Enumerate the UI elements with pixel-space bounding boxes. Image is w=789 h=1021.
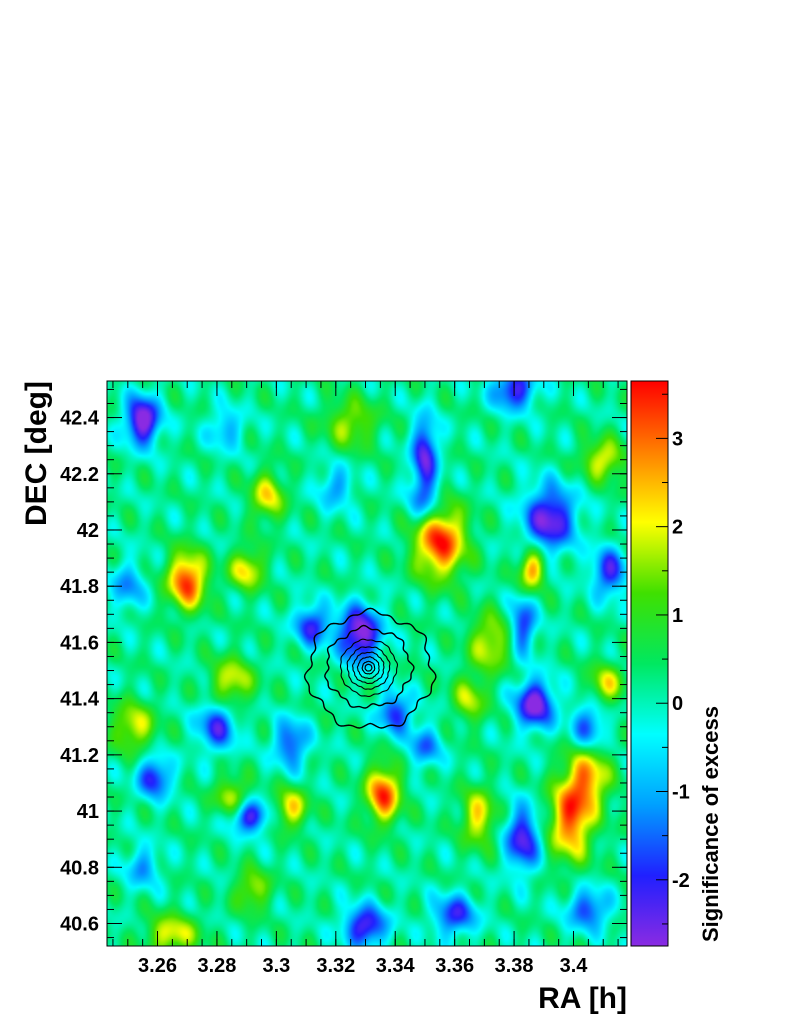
contour-level-7 xyxy=(361,660,376,675)
y-tick-label: 41.6 xyxy=(60,632,99,654)
contour-level-4 xyxy=(346,646,391,690)
colorbar-tick-label: -1 xyxy=(672,782,690,804)
x-tick-label: 3.32 xyxy=(316,955,355,977)
colorbar xyxy=(630,380,669,947)
x-tick-label: 3.28 xyxy=(197,955,236,977)
contour-level-8 xyxy=(364,663,373,672)
y-tick-label: 41 xyxy=(77,801,99,823)
y-tick-label: 41.4 xyxy=(60,689,100,711)
heatmap-image xyxy=(107,381,627,946)
y-tick-label: 40.6 xyxy=(60,914,99,936)
y-tick-label: 41.2 xyxy=(60,745,99,767)
x-tick-label: 3.4 xyxy=(560,955,589,977)
y-axis: 40.6 40.8 41 41.2 41.4 41.6 41.8 42 42.2 42.4 xyxy=(60,388,627,939)
x-tick-label: 3.36 xyxy=(435,955,474,977)
y-tick-label: 42.2 xyxy=(60,464,99,486)
contour-level-5 xyxy=(352,651,385,685)
colorbar-tick-label: 3 xyxy=(672,428,683,450)
contour-level-3 xyxy=(339,638,399,697)
x-tick-label: 3.26 xyxy=(138,955,177,977)
y-tick-label: 40.8 xyxy=(60,857,99,879)
y-tick-label: 41.8 xyxy=(60,576,99,598)
y-tick-label: 42.4 xyxy=(60,408,100,430)
colorbar-axis: -2 -1 0 1 2 3 xyxy=(656,393,690,925)
x-tick-label: 3.3 xyxy=(262,955,290,977)
colorbar-tick-label: 0 xyxy=(672,693,683,715)
contour-level-6 xyxy=(356,656,380,680)
contour-lines xyxy=(303,607,437,729)
colorbar-tick-label: 2 xyxy=(672,517,683,539)
contour-level-2 xyxy=(324,624,415,709)
y-axis-title: DEC [deg] xyxy=(20,381,53,526)
colorbar-title: Significance of excess xyxy=(698,706,723,942)
y-tick-label: 42 xyxy=(77,520,99,542)
x-tick-label: 3.34 xyxy=(376,955,416,977)
x-axis-title: RA [h] xyxy=(538,982,627,1015)
contour-level-1 xyxy=(303,607,437,729)
colorbar-tick-label: -2 xyxy=(672,870,690,892)
colorbar-tick-label: 1 xyxy=(672,605,683,627)
plot-frame xyxy=(106,380,628,947)
x-tick-label: 3.38 xyxy=(495,955,534,977)
x-axis: 3.26 3.28 3.3 3.32 3.34 3.36 3.38 3.4 xyxy=(112,381,619,977)
